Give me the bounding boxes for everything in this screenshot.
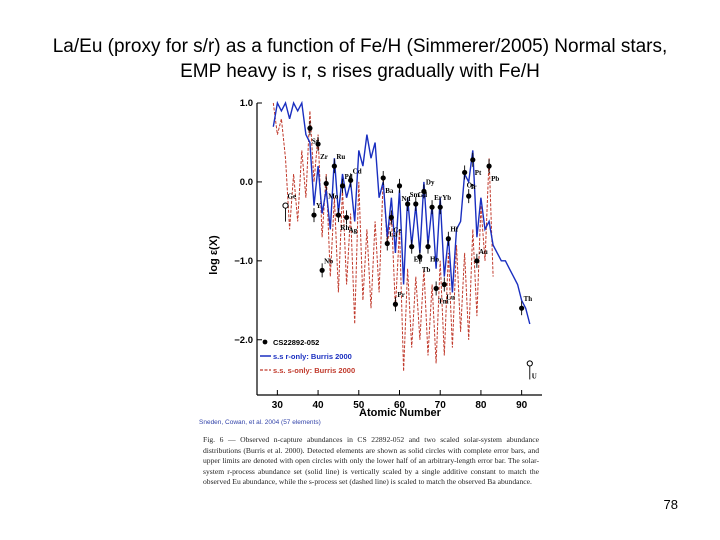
abundance-figure: Ge Sr Y Zr Nb Mo Ru Rh Pd Ag Cd Ba La Ce Pr Nd Sm Eu Gd Tb D… [197, 95, 553, 520]
observed-point [396, 183, 403, 189]
element-label: Nd [402, 195, 411, 203]
element-label: Ir [471, 183, 477, 191]
observed-point [384, 240, 390, 247]
observed-point [433, 285, 439, 292]
element-label: U [532, 372, 537, 380]
element-label: Ba [385, 187, 394, 195]
x-tick-label: 90 [516, 400, 528, 411]
y-axis-label: log ε(X) [208, 235, 220, 275]
element-label: Dy [426, 178, 435, 186]
x-tick-label: 40 [313, 400, 325, 411]
observed-point [335, 212, 342, 218]
element-label: Pr [397, 291, 404, 299]
observed-point [441, 281, 447, 288]
x-axis-label: Atomic Number [359, 407, 442, 417]
observed-point [380, 175, 386, 181]
observed-point [409, 244, 415, 250]
observed-point [323, 180, 329, 187]
x-tick-label: 70 [435, 400, 447, 411]
figure-caption: Fig. 6 — Observed n-capture abundances i… [203, 435, 539, 487]
element-label: Eu [414, 256, 423, 264]
element-label: Mo [328, 192, 339, 200]
upper-limit-point [526, 360, 533, 367]
figure-credit: Sneden, Cowan, et al. 2004 (57 elements) [199, 419, 321, 426]
element-label: Pd [345, 173, 353, 181]
element-label: Ge [288, 193, 297, 201]
observed-point [339, 183, 346, 189]
element-label: Hf [450, 226, 458, 234]
element-label: Sr [312, 137, 319, 145]
element-label: Zr [320, 153, 328, 161]
y-tick-label: −1.0 [234, 256, 253, 267]
observed-point [462, 169, 468, 176]
observed-point [470, 157, 476, 163]
element-label: La [389, 230, 398, 238]
observed-point [405, 201, 411, 207]
observed-point [417, 254, 423, 260]
r-process-line [272, 100, 531, 325]
element-label: Tm [438, 297, 449, 305]
observed-point [348, 177, 354, 183]
observed-point [519, 305, 525, 311]
observed-point [319, 267, 325, 273]
observed-point [437, 204, 443, 210]
slide-title: La/Eu (proxy for s/r) as a function of F… [52, 36, 668, 82]
element-label: Yb [442, 194, 451, 202]
observed-point [466, 193, 472, 199]
x-tick-label: 80 [475, 400, 487, 411]
observed-point [486, 163, 492, 169]
element-label: Ag [349, 226, 358, 234]
element-label: Ce [393, 226, 401, 234]
element-label: Pb [491, 175, 499, 183]
legend-label-s: s.s. s-only: Burris 2000 [273, 366, 355, 375]
observed-point [425, 244, 431, 250]
element-label: Ru [336, 153, 345, 161]
element-label: Ho [430, 256, 439, 264]
legend-marker-observed [262, 339, 268, 345]
page-number: 78 [663, 497, 678, 512]
observed-point [413, 201, 419, 207]
element-label: Th [524, 295, 533, 303]
x-tick-label: 30 [272, 400, 284, 411]
element-label: Cd [353, 167, 362, 175]
legend-label-r: s.s r-only: Burris 2000 [273, 352, 352, 361]
element-label: Sm [410, 191, 420, 199]
observed-point [343, 214, 350, 221]
observed-point [421, 188, 427, 194]
legend-label-observed: CS22892-052 [273, 338, 319, 347]
s-process-line [272, 102, 494, 372]
element-label: Au [479, 248, 488, 256]
element-label: Lu [446, 294, 455, 302]
observed-point [315, 141, 321, 147]
observed-point [331, 163, 337, 169]
y-tick-label: 0.0 [240, 177, 253, 188]
element-label: Os [467, 181, 475, 189]
observed-point [429, 204, 435, 210]
element-label: Rh [340, 224, 349, 232]
element-label: Er [434, 194, 442, 202]
element-label: Tb [422, 266, 431, 274]
element-label: Nb [324, 257, 333, 265]
x-tick-label: 50 [353, 400, 365, 411]
y-tick-label: 1.0 [240, 98, 253, 109]
observed-point [388, 214, 394, 221]
observed-point [307, 125, 313, 131]
upper-limit-point [282, 202, 289, 209]
y-tick-label: −2.0 [234, 335, 253, 346]
x-tick-label: 60 [394, 400, 406, 411]
element-label: Pt [475, 169, 482, 177]
observed-point [392, 301, 399, 307]
observed-point [445, 236, 451, 242]
observed-point [474, 258, 480, 264]
element-label: Y [316, 202, 321, 210]
observed-point [311, 212, 317, 218]
element-label: Gd [418, 191, 427, 199]
